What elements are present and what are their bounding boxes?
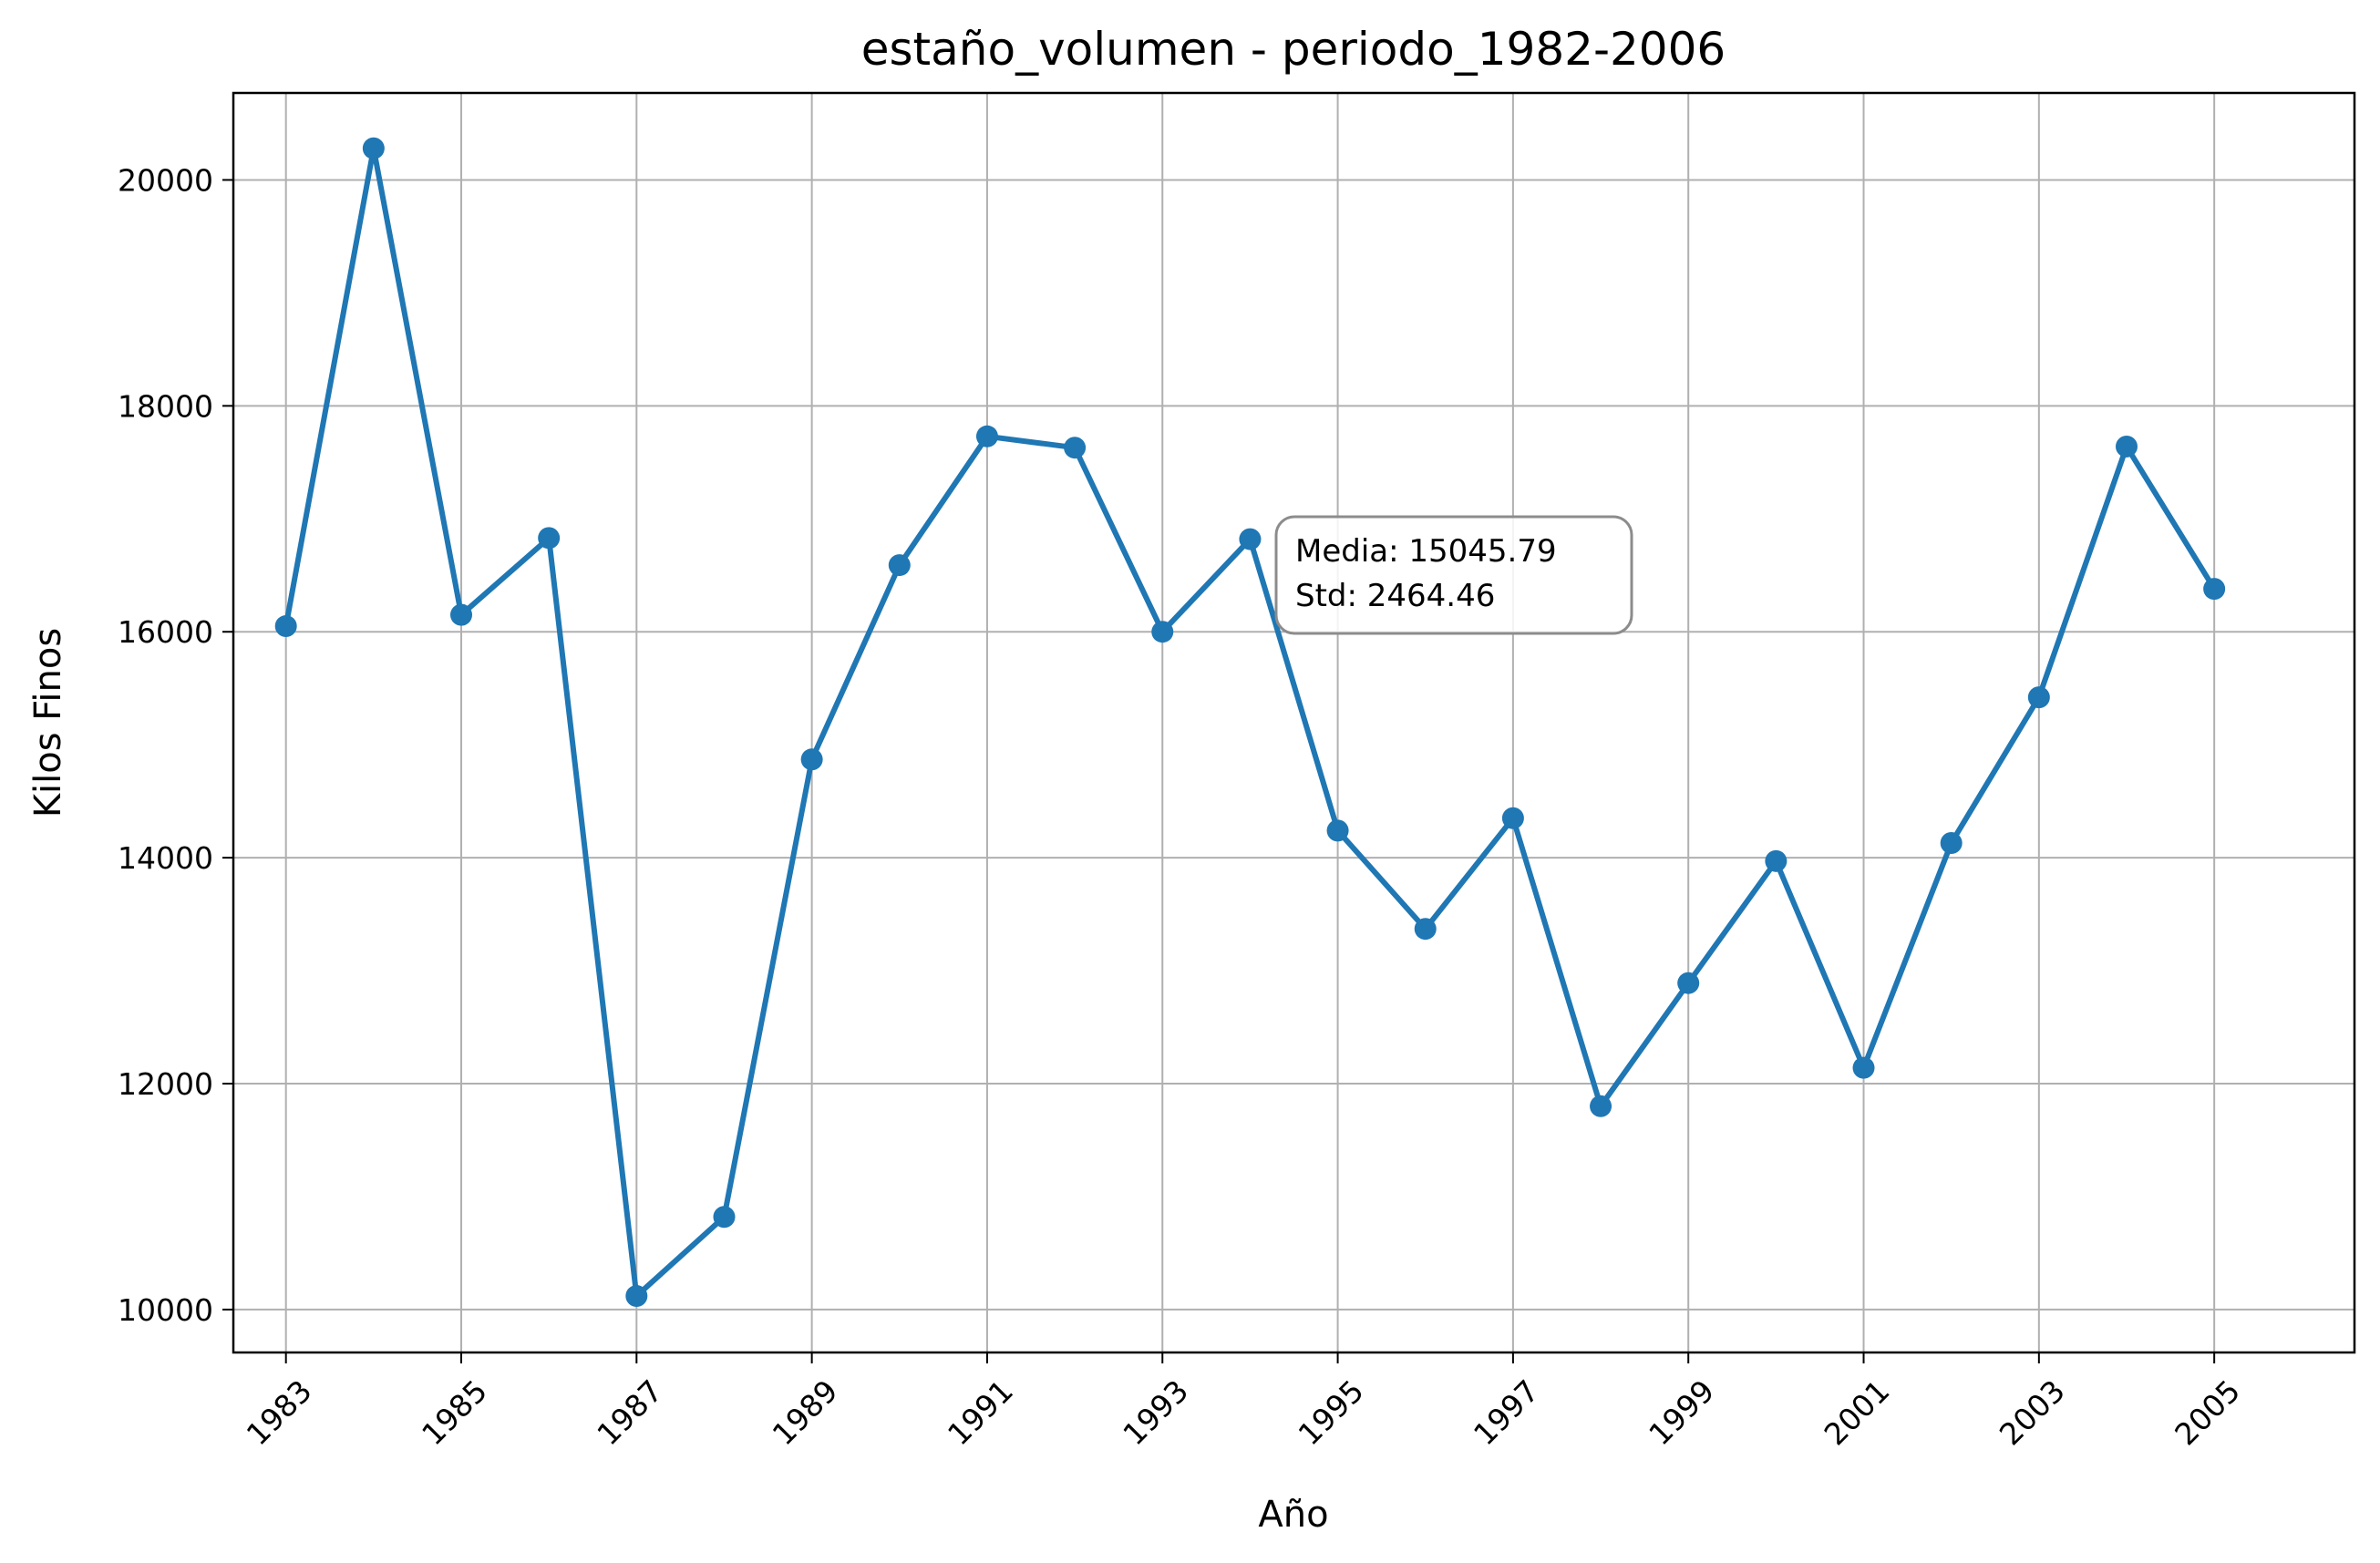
x-tick-label: 1985 xyxy=(415,1373,494,1452)
data-point xyxy=(625,1285,648,1308)
x-tick-label: 1997 xyxy=(1467,1373,1546,1452)
y-tick-label: 10000 xyxy=(118,1292,213,1328)
data-point xyxy=(2027,686,2050,709)
data-point xyxy=(1239,528,1262,550)
data-point xyxy=(1414,918,1437,941)
x-tick-label: 2001 xyxy=(1818,1373,1897,1452)
data-point xyxy=(538,527,561,550)
data-point xyxy=(1590,1095,1612,1117)
y-tick-label: 12000 xyxy=(118,1066,213,1102)
x-tick-label: 2005 xyxy=(2168,1373,2247,1452)
data-point xyxy=(1852,1056,1875,1079)
x-tick-label: 1995 xyxy=(1292,1373,1371,1452)
annotation-box xyxy=(1274,515,1633,635)
x-tick-label: 1991 xyxy=(941,1373,1020,1452)
x-tick-label: 1999 xyxy=(1642,1373,1721,1452)
data-point xyxy=(2115,435,2138,458)
axis-ticks: 1983 1985 1987 1989 1991 1993 1995 1997 1999 2001… xyxy=(118,162,2247,1452)
data-point xyxy=(1765,849,1788,872)
data-point xyxy=(362,137,385,159)
y-tick-label: 14000 xyxy=(118,840,213,876)
data-point xyxy=(975,425,998,447)
x-tick-label: 1993 xyxy=(1116,1373,1195,1452)
data-point xyxy=(1151,621,1174,643)
data-point xyxy=(1677,972,1700,994)
y-tick-label: 18000 xyxy=(118,388,213,424)
data-point xyxy=(1501,807,1524,829)
data-point xyxy=(800,748,823,771)
x-tick-label: 1983 xyxy=(240,1373,319,1452)
x-axis-label: Año xyxy=(1258,1494,1328,1536)
y-axis-label: Kilos Finos xyxy=(27,628,69,817)
y-tick-label: 20000 xyxy=(118,162,213,198)
series-line xyxy=(283,145,2218,1300)
data-point xyxy=(1326,819,1349,842)
plot-frame xyxy=(232,91,2356,1354)
y-tick-label: 16000 xyxy=(118,614,213,650)
series-layer xyxy=(283,145,2218,1300)
data-point xyxy=(450,603,473,626)
data-point xyxy=(2203,578,2226,601)
x-tick-label: 1987 xyxy=(590,1373,669,1452)
data-point xyxy=(274,615,297,638)
data-point xyxy=(1940,832,1963,855)
x-tick-label: 2003 xyxy=(1993,1373,2072,1452)
chart-title: estaño_volumen - periodo_1982-2006 xyxy=(861,23,1726,76)
grid xyxy=(233,93,2354,1352)
stats-annotation: Media: 15045.79 Std: 2464.46 xyxy=(1274,515,1633,635)
marker-layer xyxy=(274,137,2226,1308)
data-point xyxy=(713,1206,736,1229)
annotation-std: Std: 2464.46 xyxy=(1295,578,1495,614)
annotation-mean: Media: 15045.79 xyxy=(1295,533,1557,570)
data-point xyxy=(888,554,911,577)
data-point xyxy=(1064,437,1087,459)
x-tick-label: 1989 xyxy=(766,1373,845,1452)
